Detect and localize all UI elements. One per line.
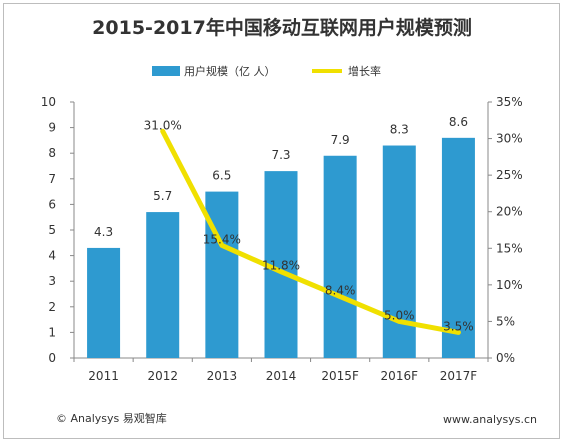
- y-left-tick-label: 4: [48, 249, 56, 263]
- x-tick-label: 2012: [147, 369, 178, 383]
- y-right-tick-label: 0%: [496, 351, 515, 365]
- bar-value-label: 7.9: [331, 133, 350, 147]
- legend-bar-swatch: [152, 66, 180, 76]
- x-tick-label: 2014: [266, 369, 297, 383]
- x-tick-label: 2011: [88, 369, 119, 383]
- y-right-tick-label: 5%: [496, 314, 515, 328]
- y-right-tick-label: 15%: [496, 241, 523, 255]
- x-tick-label: 2015F: [321, 369, 359, 383]
- legend-bar-label: 用户规模（亿 人）: [184, 64, 276, 78]
- line-series: [160, 128, 461, 335]
- chart-title: 2015-2017年中国移动互联网用户规模预测: [92, 16, 472, 39]
- data-labels: 4.3 5.7 6.5 7.3 7.9 8.3 8.6 31.0% 15.4% 11.8% 8.4%…: [94, 115, 474, 334]
- chart-frame: 2015-2017年中国移动互联网用户规模预测 用户规模（亿 人） 增长率 0 1…: [3, 3, 560, 439]
- growth-rate-line: [160, 128, 461, 335]
- legend-line-label: 增长率: [348, 64, 381, 78]
- bar-value-label: 7.3: [271, 148, 290, 162]
- x-tick-label: 2017F: [440, 369, 478, 383]
- line-value-label: 8.4%: [325, 284, 356, 298]
- bar-value-label: 4.3: [94, 225, 113, 239]
- y-right-tick-label: 25%: [496, 168, 523, 182]
- y-right-tick-label: 35%: [496, 95, 523, 109]
- y-left-tick-label: 5: [48, 223, 56, 237]
- footer-url: www.analysys.cn: [443, 413, 537, 426]
- line-value-label: 11.8%: [262, 259, 300, 273]
- line-value-label: 5.0%: [384, 308, 415, 322]
- y-left-tick-label: 0: [48, 351, 56, 365]
- bar: [87, 247, 121, 358]
- y-left-tick-label: 2: [48, 300, 56, 314]
- y-left-tick-label: 1: [48, 325, 56, 339]
- footer-source: © Analysys 易观智库: [56, 412, 167, 425]
- x-tick-label: 2016F: [381, 369, 419, 383]
- bar-value-label: 6.5: [212, 169, 231, 183]
- bar-value-label: 8.6: [449, 115, 468, 129]
- y-left-tick-label: 9: [48, 121, 56, 135]
- y-left-tick-label: 8: [48, 146, 56, 160]
- legend-line-swatch: [312, 69, 342, 73]
- x-tick-label: 2013: [207, 369, 238, 383]
- line-value-label: 31.0%: [144, 118, 182, 132]
- bar-value-label: 5.7: [153, 189, 172, 203]
- bar-value-label: 8.3: [390, 123, 409, 137]
- y-left-tick-label: 3: [48, 274, 56, 288]
- y-left-tick-label: 7: [48, 172, 56, 186]
- line-value-label: 3.5%: [443, 319, 474, 333]
- axes: 0 1 2 3 4 5 6 7 8 9 10 0% 5% 10% 15% 20% 25% 30% 35% 2011 20…: [41, 95, 523, 383]
- chart-canvas: 2015-2017年中国移动互联网用户规模预测 用户规模（亿 人） 增长率 0 1…: [41, 16, 523, 383]
- bar: [323, 155, 357, 358]
- line-value-label: 15.4%: [203, 232, 241, 246]
- bar: [205, 191, 239, 358]
- y-right-tick-label: 20%: [496, 205, 523, 219]
- y-right-tick-label: 30%: [496, 132, 523, 146]
- y-left-tick-label: 10: [41, 95, 56, 109]
- y-right-tick-label: 10%: [496, 278, 523, 292]
- bar: [382, 145, 416, 358]
- bar: [146, 212, 180, 358]
- legend: 用户规模（亿 人） 增长率: [152, 64, 381, 78]
- y-left-tick-label: 6: [48, 197, 56, 211]
- bar: [441, 137, 475, 358]
